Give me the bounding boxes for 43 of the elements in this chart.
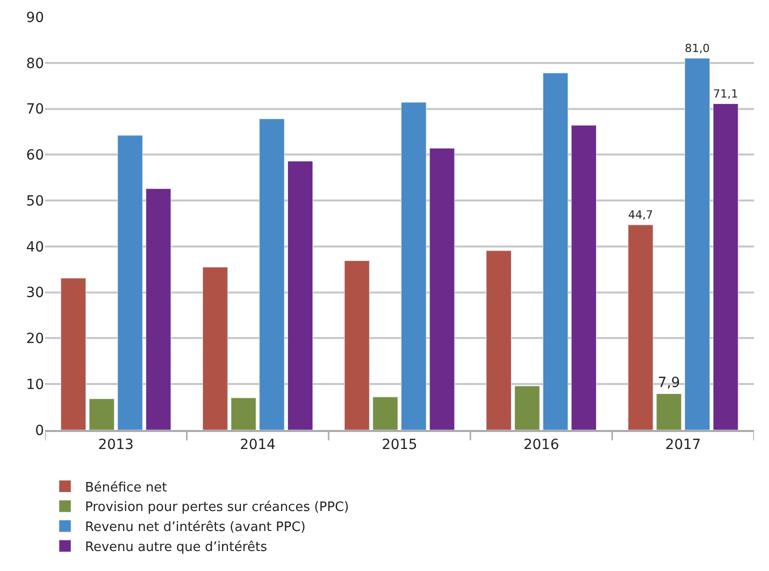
x-tick-label: 2013 (98, 436, 134, 453)
y-tick-label: 80 (26, 56, 44, 72)
y-tick-label: 90 (26, 10, 44, 26)
y-tick-label: 40 (26, 239, 44, 256)
bar (60, 278, 86, 430)
bar (372, 396, 398, 430)
data-label: 81,0 (684, 42, 710, 56)
bar (628, 224, 654, 430)
x-tick-label: 2015 (382, 436, 418, 453)
data-label: 7,9 (658, 374, 680, 391)
bar (88, 398, 114, 430)
bar (117, 135, 143, 430)
bar (230, 398, 256, 430)
bar (571, 125, 597, 430)
bar (344, 260, 370, 430)
legend-label: Provision pour pertes sur créances (PPC) (85, 500, 350, 516)
y-tick-label: 0 (35, 422, 44, 439)
x-tick-label: 2014 (240, 436, 276, 453)
y-tick-label: 70 (26, 102, 44, 118)
bar (712, 103, 738, 430)
legend-label: Bénéfice net (85, 480, 167, 496)
y-tick-label: 20 (26, 331, 44, 348)
bar (429, 148, 455, 430)
y-tick-label: 30 (26, 285, 44, 302)
y-tick-label: 10 (26, 377, 44, 394)
bar (288, 160, 313, 430)
x-tick-label: 2016 (523, 436, 560, 453)
bar (259, 118, 285, 430)
bar (542, 72, 568, 430)
bar (146, 188, 172, 430)
y-tick-label: 60 (26, 148, 44, 164)
legend-label: Revenu net d’intérêts (avant PPC) (85, 520, 306, 536)
data-label: 44,7 (628, 208, 654, 222)
bar (486, 250, 512, 430)
y-tick-label: 50 (26, 193, 44, 210)
x-tick-label: 2017 (665, 436, 701, 453)
bar (202, 266, 228, 430)
bar (656, 394, 682, 430)
bar (514, 386, 540, 430)
bar (684, 58, 710, 430)
data-label: 71,1 (713, 88, 738, 101)
legend-label: Revenu autre que d’intérêts (85, 540, 268, 556)
bar (400, 102, 426, 430)
